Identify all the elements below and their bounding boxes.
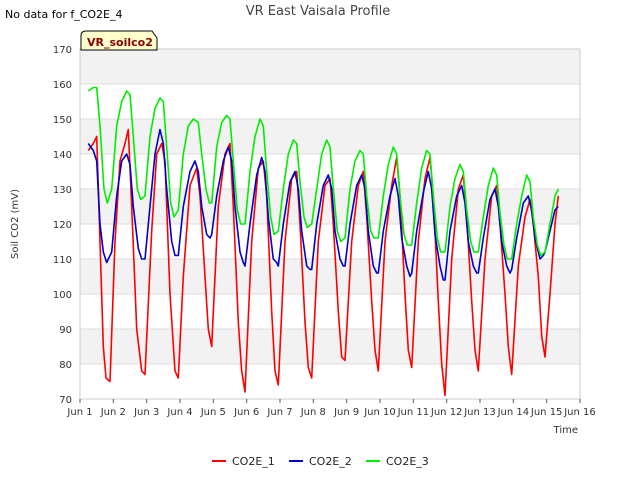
x-tick-label: Jun 6 — [233, 407, 259, 418]
y-tick-label: 80 — [59, 360, 72, 371]
y-axis-title: Soil CO2 (mV) — [10, 189, 21, 259]
chart-title: VR East Vaisala Profile — [246, 4, 391, 19]
x-tick-label: Jun 10 — [363, 407, 396, 418]
series-lines — [87, 86, 560, 397]
x-tick-label: Jun 14 — [497, 407, 530, 418]
x-tick-label: Jun 1 — [66, 407, 92, 418]
x-tick-label: Jun 9 — [333, 407, 359, 418]
y-tick-label: 160 — [53, 80, 72, 91]
y-tick-label: 130 — [53, 185, 72, 196]
x-axis-ticks: Jun 1 Jun 2 Jun 3 Jun 4 Jun 5 Jun 6 Jun 7 Jun 8… — [66, 399, 596, 418]
y-tick-label: 150 — [53, 115, 72, 126]
plot-band — [80, 259, 580, 294]
plot-bands — [80, 49, 580, 364]
legend-label: CO2E_1 — [232, 455, 275, 468]
x-tick-label: Jun 11 — [397, 407, 430, 418]
series-line-co2e-3 — [87, 86, 560, 260]
x-axis-title: Time — [553, 425, 578, 436]
y-tick-label: 100 — [53, 290, 72, 301]
legend: CO2E_1 CO2E_2 CO2E_3 — [212, 455, 429, 468]
x-tick-label: Jun 3 — [133, 407, 159, 418]
series-line-co2e-1 — [87, 128, 560, 397]
x-tick-label: Jun 15 — [530, 407, 563, 418]
plot-band — [80, 189, 580, 224]
x-tick-label: Jun 16 — [563, 407, 596, 418]
x-tick-label: Jun 13 — [463, 407, 496, 418]
plot-band — [80, 49, 580, 84]
series-line-co2e-2 — [87, 128, 559, 281]
plot-frame — [79, 48, 581, 400]
plot-band — [80, 329, 580, 364]
x-tick-label: Jun 2 — [100, 407, 126, 418]
x-tick-label: Jun 8 — [300, 407, 326, 418]
legend-label: CO2E_3 — [386, 455, 429, 468]
site-label-box: VR_soilco2 — [80, 30, 158, 51]
x-tick-label: Jun 5 — [200, 407, 226, 418]
no-data-note: No data for f_CO2E_4 — [5, 8, 123, 21]
y-tick-label: 90 — [59, 325, 72, 336]
x-tick-label: Jun 7 — [266, 407, 292, 418]
y-tick-label: 170 — [53, 45, 72, 56]
y-axis-ticks: 70 80 90 100 110 120 130 140 150 160 170 — [53, 45, 72, 406]
y-tick-label: 110 — [53, 255, 72, 266]
site-label: VR_soilco2 — [87, 36, 153, 49]
x-tick-label: Jun 4 — [166, 407, 192, 418]
y-tick-label: 70 — [59, 395, 72, 406]
x-tick-label: Jun 12 — [430, 407, 463, 418]
legend-label: CO2E_2 — [309, 455, 352, 468]
y-tick-label: 140 — [53, 150, 72, 161]
y-tick-label: 120 — [53, 220, 72, 231]
